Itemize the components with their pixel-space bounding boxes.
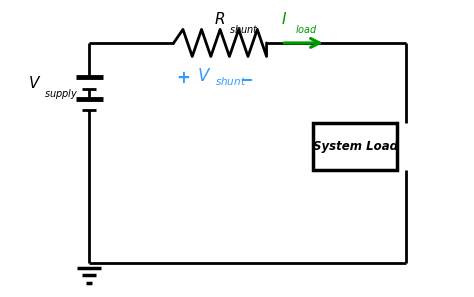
- Text: $\mathit{V}$: $\mathit{V}$: [28, 75, 41, 91]
- Text: $\mathbf{-}$: $\mathbf{-}$: [239, 69, 253, 87]
- Text: $\mathit{supply}$: $\mathit{supply}$: [44, 87, 78, 101]
- Text: $\mathit{R}$: $\mathit{R}$: [214, 11, 225, 27]
- Text: $\mathbf{+}$: $\mathbf{+}$: [176, 69, 190, 87]
- Text: $\mathit{shunt}$: $\mathit{shunt}$: [215, 75, 246, 87]
- Text: System Load: System Load: [313, 140, 398, 153]
- Text: $\mathit{load}$: $\mathit{load}$: [295, 23, 318, 35]
- Text: $\mathit{shunt}$: $\mathit{shunt}$: [228, 23, 258, 35]
- Text: $\mathit{V}$: $\mathit{V}$: [197, 67, 211, 86]
- Text: $\mathit{I}$: $\mathit{I}$: [282, 11, 287, 27]
- Bar: [313, 123, 398, 170]
